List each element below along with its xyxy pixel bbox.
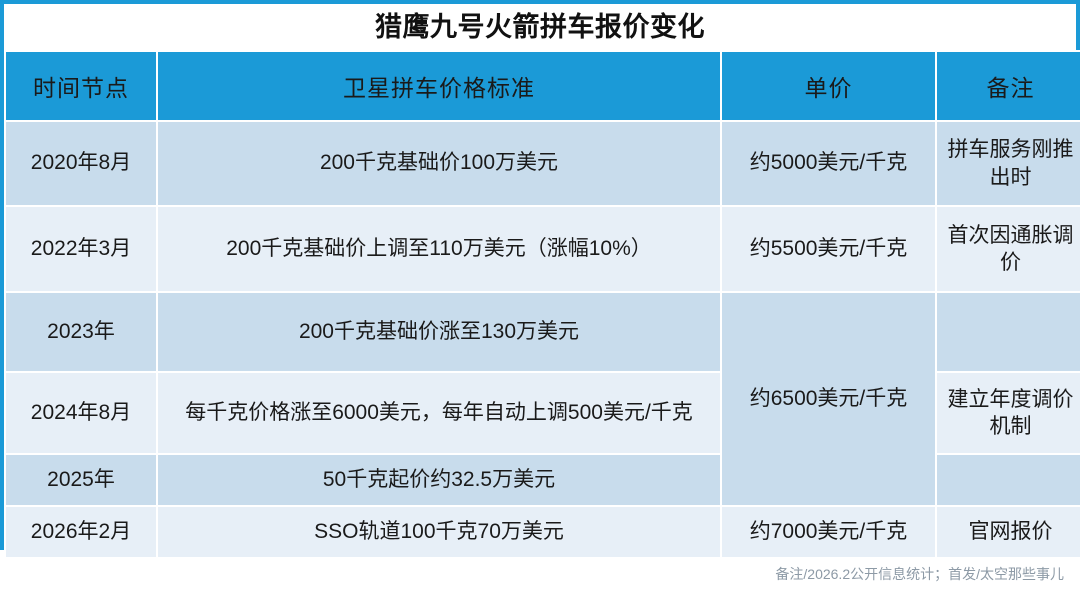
column-header-time: 时间节点 xyxy=(6,52,156,120)
cell-unit-price: 约5000美元/千克 xyxy=(722,122,935,205)
cell-standard: SSO轨道100千克70万美元 xyxy=(158,507,720,557)
cell-standard: 200千克基础价上调至110万美元（涨幅10%） xyxy=(158,207,720,291)
cell-time: 2025年 xyxy=(6,455,156,505)
cell-note: 建立年度调价机制 xyxy=(937,373,1080,453)
column-header-note: 备注 xyxy=(937,52,1080,120)
table-row: 2025年 50千克起价约32.5万美元 xyxy=(6,455,1080,505)
cell-time: 2023年 xyxy=(6,293,156,371)
footer-band: 备注/2026.2公开信息统计；首发/太空那些事儿 xyxy=(4,559,1076,589)
cell-time: 2024年8月 xyxy=(6,373,156,453)
table-header-row: 时间节点 卫星拼车价格标准 单价 备注 xyxy=(6,52,1080,120)
column-header-unit-price: 单价 xyxy=(722,52,935,120)
cell-note: 拼车服务刚推出时 xyxy=(937,122,1080,205)
page-title: 猎鹰九号火箭拼车报价变化 xyxy=(375,11,705,42)
table-container: 时间节点 卫星拼车价格标准 单价 备注 2020年8月 200千克基础价100万… xyxy=(4,50,1080,559)
table-row: 2020年8月 200千克基础价100万美元 约5000美元/千克 拼车服务刚推… xyxy=(6,122,1080,205)
cell-unit-price-merged: 约6500美元/千克 xyxy=(722,293,935,505)
source-note: 备注/2026.2公开信息统计；首发/太空那些事儿 xyxy=(775,566,1064,582)
price-change-table: 时间节点 卫星拼车价格标准 单价 备注 2020年8月 200千克基础价100万… xyxy=(4,50,1080,559)
table-row: 2022年3月 200千克基础价上调至110万美元（涨幅10%） 约5500美元… xyxy=(6,207,1080,291)
cell-note xyxy=(937,293,1080,371)
cell-note: 官网报价 xyxy=(937,507,1080,557)
title-band: 猎鹰九号火箭拼车报价变化 xyxy=(4,4,1076,50)
cell-time: 2020年8月 xyxy=(6,122,156,205)
column-header-standard: 卫星拼车价格标准 xyxy=(158,52,720,120)
cell-note: 首次因通胀调价 xyxy=(937,207,1080,291)
cell-standard: 每千克价格涨至6000美元，每年自动上调500美元/千克 xyxy=(158,373,720,453)
cell-time: 2026年2月 xyxy=(6,507,156,557)
table-row: 2024年8月 每千克价格涨至6000美元，每年自动上调500美元/千克 建立年… xyxy=(6,373,1080,453)
table-row: 2026年2月 SSO轨道100千克70万美元 约7000美元/千克 官网报价 xyxy=(6,507,1080,557)
table-body: 2020年8月 200千克基础价100万美元 约5000美元/千克 拼车服务刚推… xyxy=(6,122,1080,557)
cell-time: 2022年3月 xyxy=(6,207,156,291)
cell-unit-price: 约7000美元/千克 xyxy=(722,507,935,557)
table-row: 2023年 200千克基础价涨至130万美元 约6500美元/千克 xyxy=(6,293,1080,505)
cell-unit-price: 约5500美元/千克 xyxy=(722,207,935,291)
table-header: 时间节点 卫星拼车价格标准 单价 备注 xyxy=(6,52,1080,120)
cell-standard: 200千克基础价涨至130万美元 xyxy=(158,293,720,371)
cell-note xyxy=(937,455,1080,505)
cell-standard: 50千克起价约32.5万美元 xyxy=(158,455,720,505)
cell-standard: 200千克基础价100万美元 xyxy=(158,122,720,205)
